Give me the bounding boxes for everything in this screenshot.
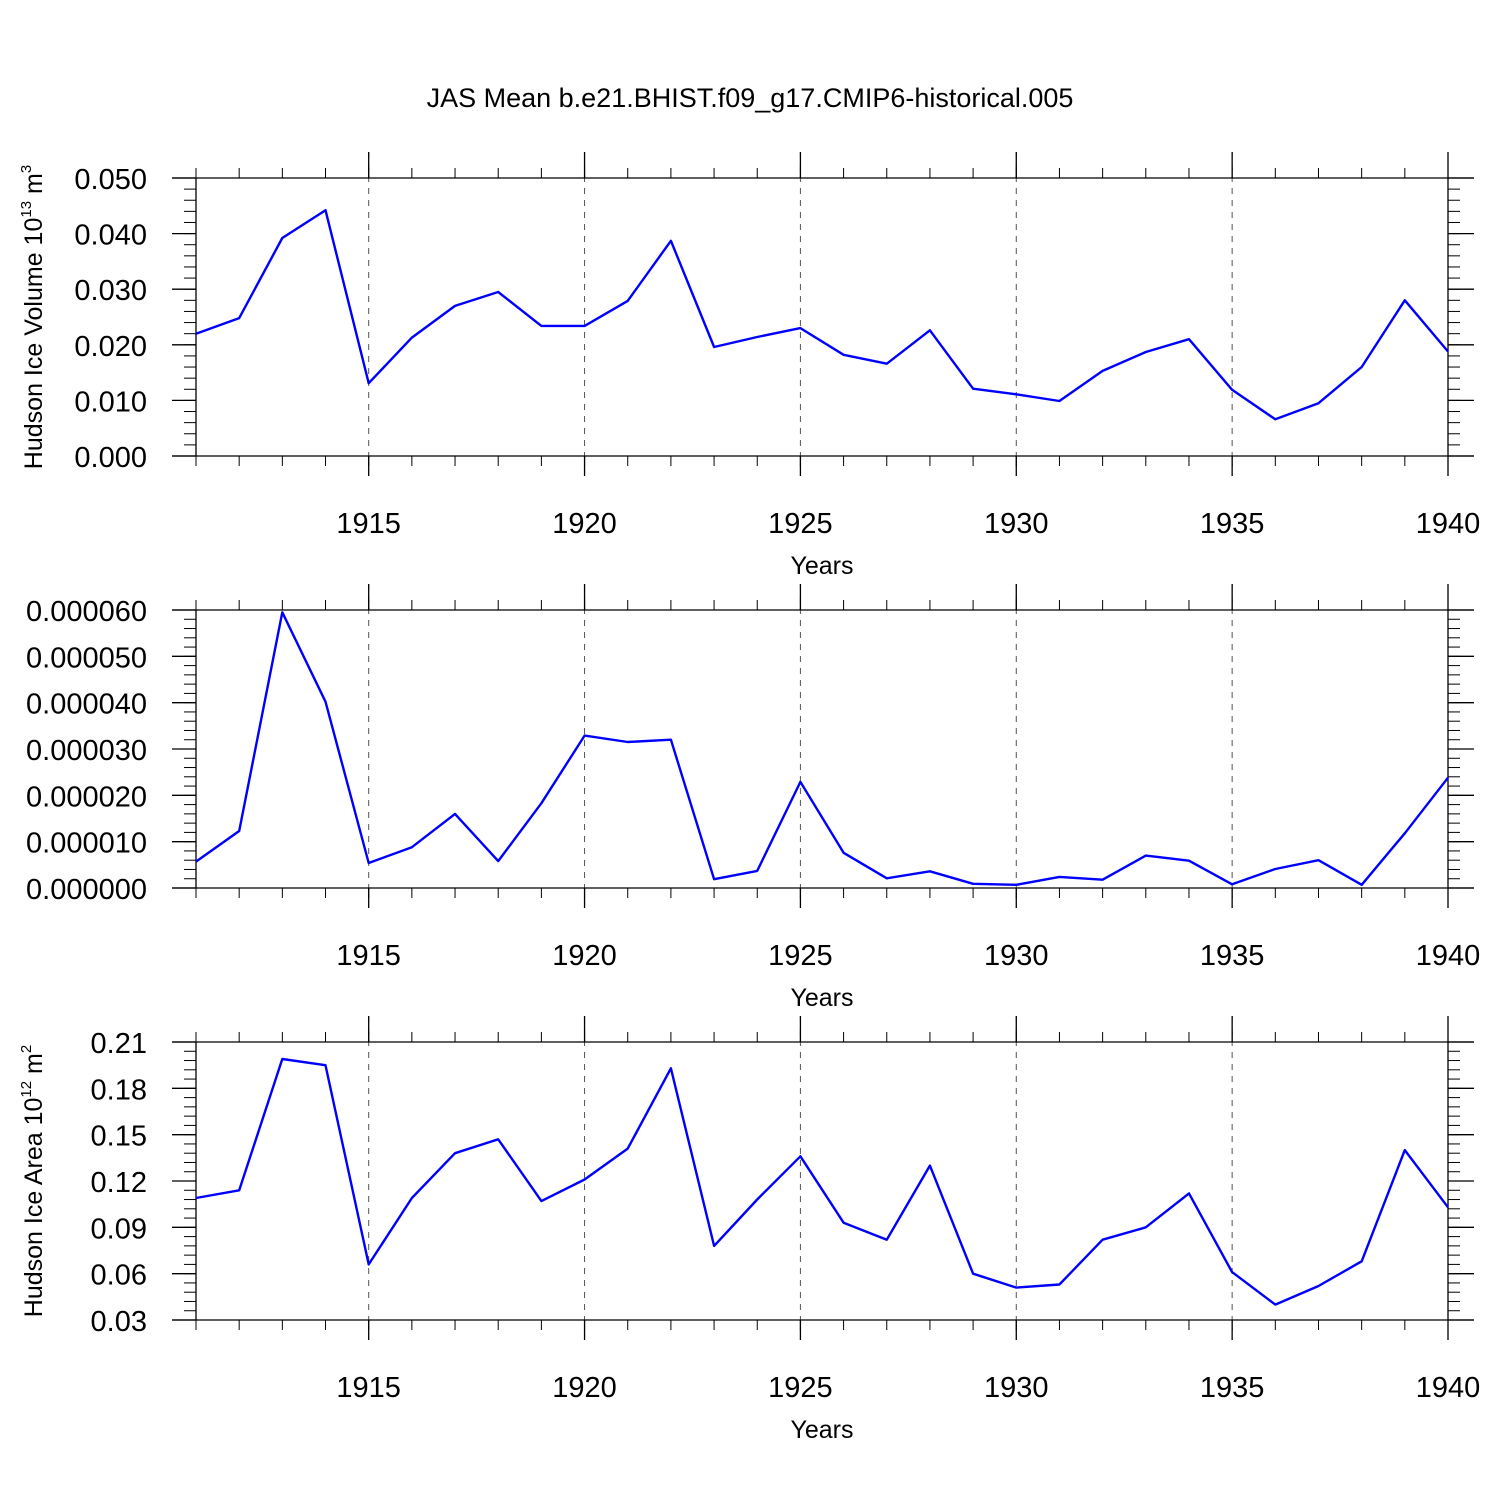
y-tick-label: 0.010 [74, 386, 147, 418]
y-tick-label: 0.18 [91, 1074, 147, 1106]
y-tick-label: 0.000010 [26, 828, 147, 860]
y-tick-label: 0.000060 [26, 596, 147, 628]
x-tick-label: 1935 [1200, 508, 1265, 540]
series-line-1 [195, 611, 1449, 886]
x-tick-label: 1930 [984, 1372, 1049, 1404]
x-tick-label: 1935 [1200, 940, 1265, 972]
y-tick-label: 0.000020 [26, 781, 147, 813]
x-tick-label: 1930 [984, 940, 1049, 972]
chart-panel-2: 0.000000 0.000010 0.000020 0.000030 0.000040… [26, 584, 1480, 1012]
y-tick-label: 0.050 [74, 164, 147, 196]
x-axis-label: Years [790, 552, 853, 580]
x-axis-label: Years [790, 1416, 853, 1444]
x-tick-label: 1925 [768, 1372, 833, 1404]
y-tick-label: 0.030 [74, 275, 147, 307]
y-tick-label: 0.000040 [26, 689, 147, 721]
x-tick-label: 1915 [336, 508, 401, 540]
y-tick-label: 0.020 [74, 331, 147, 363]
y-tick-label: 0.000 [74, 442, 147, 474]
y-axis-label: Hudson Ice Area 1012 m2 [18, 1045, 48, 1317]
x-axis-label: Years [790, 984, 853, 1012]
x-tick-label: 1925 [768, 940, 833, 972]
series-line-1 [195, 208, 1449, 421]
y-tick-label: 0.12 [91, 1167, 147, 1199]
y-tick-label: 0.000050 [26, 642, 147, 674]
x-tick-label: 1915 [336, 940, 401, 972]
y-axis-label: Hudson Ice Volume 1013 m3 [18, 165, 48, 469]
x-tick-label: 1940 [1416, 940, 1481, 972]
chart-panel-3: 0.03 0.06 0.09 0.12 0.15 0.18 0.21 1915 1920 1925… [18, 1016, 1480, 1444]
x-tick-label: 1920 [552, 940, 617, 972]
x-tick-label: 1940 [1416, 508, 1481, 540]
x-tick-label: 1935 [1200, 1372, 1265, 1404]
chart-panel-1: 0.000 0.010 0.020 0.030 0.040 0.050 1915 1920 19… [18, 152, 1480, 580]
x-tick-label: 1925 [768, 508, 833, 540]
y-tick-label: 0.000000 [26, 874, 147, 906]
x-tick-label: 1920 [552, 508, 617, 540]
y-tick-label: 0.03 [91, 1306, 147, 1338]
y-tick-label: 0.040 [74, 220, 147, 252]
chart-title: JAS Mean b.e21.BHIST.f09_g17.CMIP6-histo… [427, 83, 1074, 113]
y-tick-label: 0.000030 [26, 735, 147, 767]
x-tick-label: 1920 [552, 1372, 617, 1404]
x-tick-label: 1915 [336, 1372, 401, 1404]
y-tick-label: 0.15 [91, 1121, 147, 1153]
series-line-1 [195, 1057, 1449, 1306]
y-tick-label: 0.06 [91, 1260, 147, 1292]
y-tick-label: 0.21 [91, 1028, 147, 1060]
x-tick-label: 1940 [1416, 1372, 1481, 1404]
y-tick-label: 0.09 [91, 1213, 147, 1245]
x-tick-label: 1930 [984, 508, 1049, 540]
